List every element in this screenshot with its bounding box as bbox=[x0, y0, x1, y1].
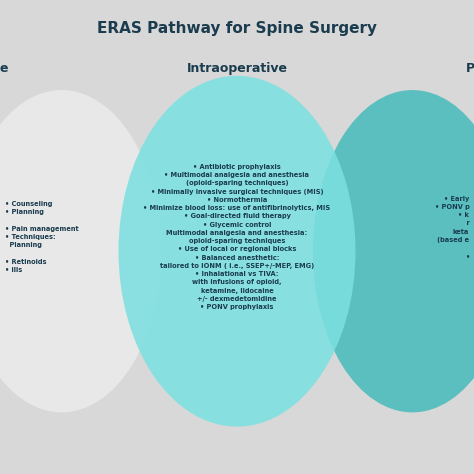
Text: Intraoperative: Intraoperative bbox=[186, 62, 288, 75]
Ellipse shape bbox=[313, 90, 474, 412]
Ellipse shape bbox=[0, 90, 161, 412]
Text: ERAS Pathway for Spine Surgery: ERAS Pathway for Spine Surgery bbox=[97, 21, 377, 36]
Text: • Antibiotic prophylaxis
• Multimodal analgesia and anesthesia
(opioid-sparing t: • Antibiotic prophylaxis • Multimodal an… bbox=[144, 164, 330, 310]
Text: e: e bbox=[0, 62, 8, 75]
Text: • Counseling
• Planning

• Pain management
• Techniques:
  Planning

• Retinoids: • Counseling • Planning • Pain managemen… bbox=[5, 201, 78, 273]
Text: • Early
• PONV p
• k
  r
keta
(based e

•: • Early • PONV p • k r keta (based e • bbox=[435, 196, 469, 259]
Ellipse shape bbox=[118, 76, 356, 427]
Text: P: P bbox=[466, 62, 474, 75]
